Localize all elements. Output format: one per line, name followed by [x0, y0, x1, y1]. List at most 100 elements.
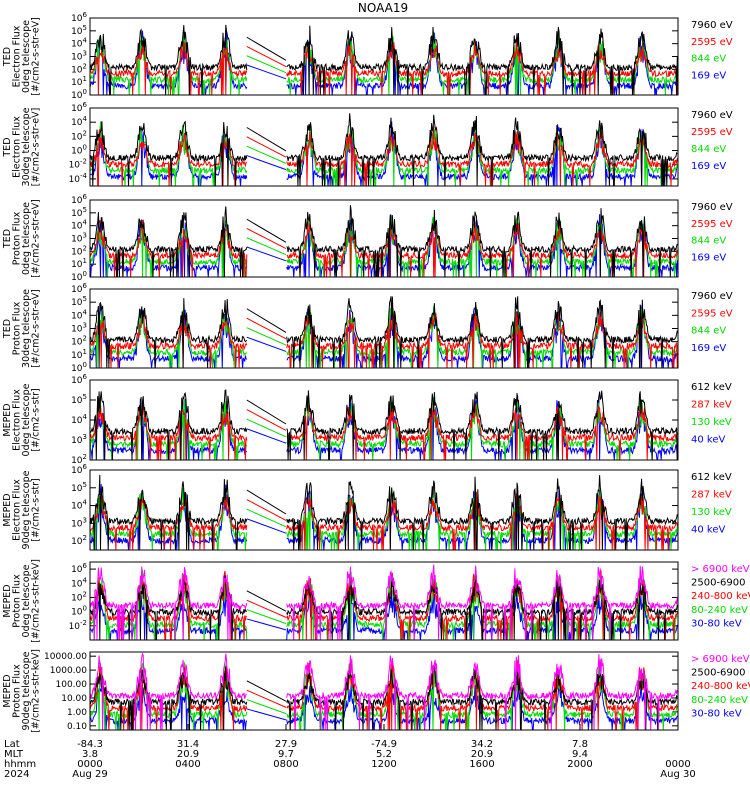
series-line: [90, 666, 678, 730]
legend-entry: 169 eV: [691, 252, 726, 263]
y-tick-label: 100: [71, 270, 87, 283]
x-tick-hhmm: 2000: [567, 759, 592, 770]
gap-connector: [246, 228, 287, 249]
y-tick-label: 101: [71, 75, 87, 88]
y-tick-label: 104: [71, 219, 87, 232]
y-tick-label: 103: [71, 50, 87, 63]
y-tick-label: 105: [71, 24, 87, 37]
series-line: [90, 389, 678, 460]
gap-connector: [246, 489, 287, 515]
legend-entry: 30-80 keV: [691, 618, 742, 629]
x-axis-row-label: Lat: [4, 739, 20, 750]
x-tick-hhmm: 0000: [77, 759, 102, 770]
y-tick-label: 105: [71, 295, 87, 308]
y-tick-label: 103: [71, 232, 87, 245]
panel-frame: [89, 469, 679, 551]
y-axis-label-line: MEPED: [2, 403, 13, 436]
gap-connector: [246, 428, 287, 444]
y-tick-label: 104: [71, 576, 87, 589]
panel-frame: [89, 107, 679, 187]
series-group: [90, 389, 678, 460]
gap-connector: [246, 599, 287, 618]
series-group: [90, 113, 678, 186]
y-axis-label-line: 90deg telescope: [21, 470, 32, 549]
series-group: [90, 296, 678, 368]
legend-entry: 240-800 keV: [691, 681, 750, 692]
y-axis-label-line: [#/cm2-s-str-eV]: [31, 108, 42, 187]
x-tick-lat: 31.4: [177, 739, 199, 750]
y-axis-label-line: TED: [2, 47, 13, 67]
y-tick-label: 106: [71, 282, 87, 295]
x-tick-lat: -84.3: [77, 739, 103, 750]
legend-entry: 169 eV: [691, 343, 726, 354]
y-tick-label: 104: [71, 308, 87, 321]
series-line: [90, 491, 678, 550]
y-tick-label: 104: [71, 499, 87, 512]
gap-connector: [246, 145, 287, 164]
gap-connector: [246, 336, 287, 352]
legend-entry: 40 keV: [691, 525, 725, 536]
series-line: [90, 404, 678, 460]
gap-connector: [246, 590, 287, 612]
panel-frame: [89, 379, 679, 461]
series-line: [90, 652, 678, 730]
y-axis-label-line: TED: [2, 229, 13, 249]
y-tick-label: 100: [71, 361, 87, 374]
y-tick-label: 106: [71, 193, 87, 206]
gap-connector: [246, 418, 287, 438]
legend-entry: 844 eV: [691, 144, 726, 155]
y-axis-label-line: [#/cm2-s-str-keV]: [31, 559, 42, 643]
legend-entry: 612 keV: [691, 382, 732, 393]
y-tick-label: 103: [71, 516, 87, 529]
y-axis-label-line: Proton Flux: [12, 301, 23, 355]
y-tick-label: 10-2: [69, 619, 87, 632]
x-tick-hhmm: 0800: [273, 759, 298, 770]
y-axis-label-line: [#/cm2-s-str-eV]: [31, 17, 42, 96]
series-line: [90, 24, 678, 95]
legend-entry: 287 keV: [691, 400, 732, 411]
y-axis-label-line: [#/cm2-s-str]: [31, 388, 42, 451]
y-axis-label-line: [#/cm2-s-str-eV]: [31, 199, 42, 278]
y-axis-label-line: [#/cm2-s-str]: [31, 478, 42, 541]
series-line: [90, 40, 678, 95]
y-axis-label-line: 30deg telescope: [21, 107, 32, 186]
gap-connector: [246, 55, 287, 74]
gap-connector: [246, 618, 287, 631]
legend-entry: 130 keV: [691, 417, 732, 428]
y-tick-label: 1000.00: [50, 666, 87, 676]
legend-entry: 80-240 keV: [691, 605, 748, 616]
gap-connector: [246, 218, 287, 243]
y-tick-label: 100: [71, 144, 87, 157]
series-group: [90, 652, 678, 730]
x-axis-row-label: MLT: [4, 749, 24, 760]
legend-entry: 240-800 keV: [691, 591, 750, 602]
series-line: [90, 575, 678, 640]
y-axis-label-line: [#/cm2-s-str-keV]: [31, 649, 42, 733]
x-tick-date: Aug 30: [660, 769, 695, 780]
y-axis-label-line: 0deg telescope: [21, 383, 32, 456]
y-tick-label: 10000.00: [44, 652, 87, 662]
gap-connector: [246, 317, 287, 340]
y-tick-label: 10-2: [69, 158, 87, 171]
y-tick-label: 106: [71, 11, 87, 24]
legend-entry: 844 eV: [691, 236, 726, 247]
x-tick-mlt: 9.7: [278, 749, 294, 760]
y-axis-label-line: 90deg telescope: [21, 651, 32, 730]
y-tick-label: 102: [71, 453, 87, 466]
panel-frame: [89, 17, 679, 96]
gap-connector: [246, 308, 287, 333]
series-line: [90, 214, 678, 277]
y-axis-label-line: Proton Flux: [12, 664, 23, 718]
y-axis-label-line: 0deg telescope: [21, 202, 32, 275]
legend-entry: > 6900 keV: [691, 564, 750, 575]
y-axis-label-line: Electron Flux: [12, 116, 23, 178]
gap-connector: [246, 609, 287, 625]
y-axis-label-line: TED: [2, 319, 13, 339]
